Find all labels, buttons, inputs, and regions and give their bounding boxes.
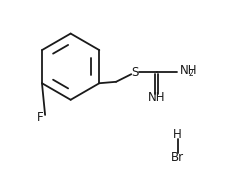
Text: H: H <box>173 128 182 141</box>
Text: F: F <box>37 111 44 124</box>
Text: NH: NH <box>148 91 165 104</box>
Text: Br: Br <box>171 151 184 164</box>
Text: S: S <box>131 66 139 79</box>
Text: NH: NH <box>179 64 197 77</box>
Text: 2: 2 <box>189 69 193 78</box>
